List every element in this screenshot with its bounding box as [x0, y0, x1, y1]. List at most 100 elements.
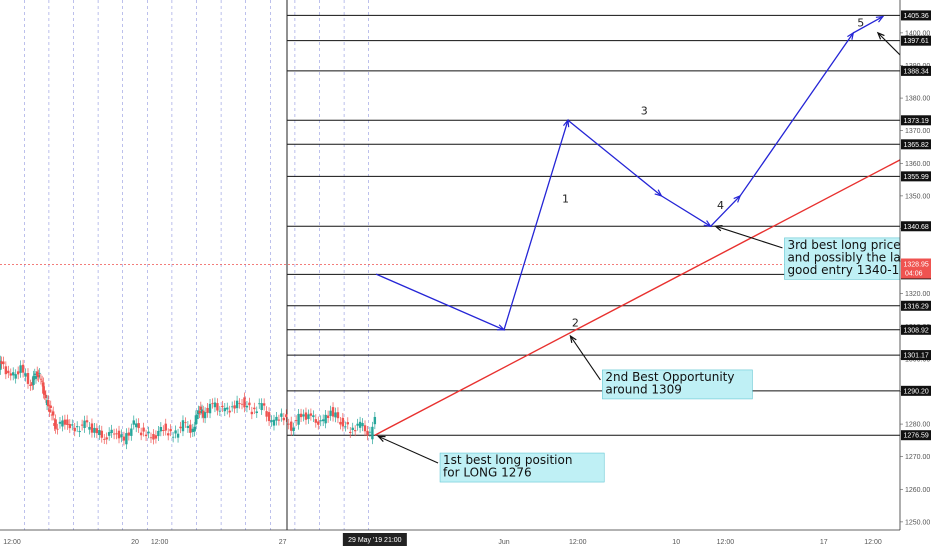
price-candle	[103, 438, 106, 440]
level-tag	[901, 65, 931, 76]
price-candle	[373, 416, 377, 425]
price-candle	[267, 412, 271, 422]
price-candle	[19, 365, 22, 373]
annotation-arrow	[715, 225, 783, 249]
price-candle	[262, 403, 266, 406]
time-tick-label: 10	[672, 539, 680, 546]
price-candle	[127, 432, 131, 436]
price-candle	[240, 403, 244, 405]
price-candle	[63, 419, 67, 425]
price-candle	[125, 433, 128, 445]
wave-arrowhead	[847, 31, 855, 40]
price-candle	[275, 416, 278, 421]
wave-label-5: 5	[857, 16, 864, 29]
price-candle	[56, 428, 59, 430]
price-tick-label: 1380.00	[905, 96, 930, 103]
time-tick-label: 12:00	[151, 539, 169, 546]
annotations: TP goal 1379-1405total pips from current…	[377, 31, 932, 483]
price-candle	[349, 431, 352, 434]
price-candle	[202, 410, 205, 418]
price-candle	[88, 426, 91, 430]
price-candle	[302, 414, 305, 417]
price-candle	[38, 372, 41, 374]
price-candle	[100, 430, 103, 438]
price-candle	[258, 403, 261, 405]
price-candle	[280, 413, 283, 417]
wave-label-1: 1	[562, 192, 569, 205]
time-tick-label: 27	[279, 539, 287, 546]
price-candle	[307, 414, 310, 419]
price-candle	[371, 426, 374, 440]
price-candle	[208, 403, 212, 414]
price-candle	[304, 412, 308, 420]
price-candle	[329, 410, 332, 416]
price-candle	[9, 373, 12, 376]
price-series	[0, 355, 377, 450]
annotation-line: 1st best long position	[443, 453, 572, 467]
price-candle	[0, 360, 2, 370]
price-candle	[334, 412, 337, 418]
level-tag	[901, 430, 931, 441]
current-price-tag	[901, 258, 931, 279]
price-candle	[317, 421, 320, 425]
price-tick-label: 1360.00	[905, 161, 930, 168]
time-axis[interactable]	[0, 530, 932, 550]
price-tick-label: 1350.00	[905, 193, 930, 200]
annotation-box	[439, 452, 605, 483]
price-candle	[40, 380, 44, 382]
price-candle	[37, 374, 40, 378]
price-candle	[368, 431, 372, 433]
price-candle	[152, 433, 155, 440]
price-candle	[213, 402, 217, 408]
price-candle	[137, 423, 140, 429]
price-candle	[44, 394, 48, 399]
price-candle	[270, 420, 273, 422]
price-candle	[363, 425, 367, 432]
wave-arrowhead	[733, 194, 742, 203]
session-date-tag	[342, 533, 407, 546]
trend-line	[374, 142, 932, 436]
price-candle	[181, 420, 185, 432]
price-candle	[132, 420, 135, 425]
countdown-text: 04:06	[905, 271, 923, 278]
price-candle	[24, 373, 27, 377]
price-candle	[344, 426, 347, 428]
price-candle	[184, 422, 187, 424]
price-candle	[200, 409, 204, 414]
price-candle	[366, 430, 369, 436]
price-candle	[105, 437, 108, 440]
price-candle	[194, 415, 198, 425]
price-candle	[277, 419, 281, 421]
price-candle	[199, 406, 203, 411]
price-candle	[346, 422, 349, 425]
price-candle	[339, 421, 342, 425]
time-tick-label: 12:00	[717, 539, 735, 546]
wave-labels: 1 2 3 4 5	[562, 16, 864, 329]
price-candle	[120, 434, 123, 438]
price-candle	[176, 433, 180, 438]
level-tag	[901, 115, 931, 126]
price-candle	[171, 436, 175, 438]
price-candle	[36, 371, 39, 376]
price-candle	[189, 424, 192, 433]
price-candle	[228, 410, 231, 413]
price-candle	[226, 407, 229, 410]
price-candle	[130, 428, 133, 436]
level-tag-text: 1397.61	[904, 38, 929, 45]
price-candle	[198, 410, 201, 414]
price-candle	[12, 372, 15, 376]
price-candle	[331, 407, 335, 417]
price-candle	[75, 426, 79, 428]
time-tick-label: 20	[131, 539, 139, 546]
price-candle	[147, 431, 150, 434]
wave-label-2: 2	[572, 316, 579, 329]
price-candle	[282, 417, 286, 421]
price-tick-label: 1270.00	[905, 454, 930, 461]
price-candle	[73, 427, 76, 432]
level-tag-text: 1340.68	[904, 224, 929, 231]
session-date-label: 29 May '19 21:00	[348, 537, 402, 544]
price-candle	[43, 391, 46, 395]
price-candle	[90, 423, 94, 433]
current-price-text: 1328.95	[904, 262, 929, 269]
